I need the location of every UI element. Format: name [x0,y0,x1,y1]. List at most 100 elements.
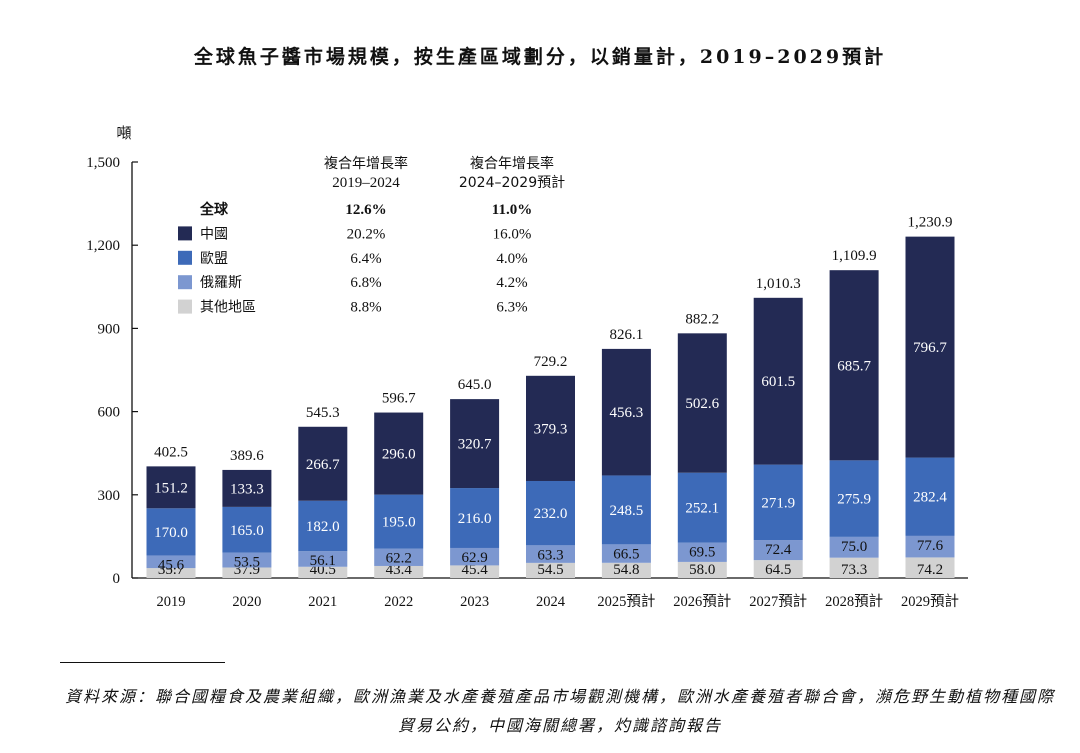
x-tick-label: 2020 [232,594,261,610]
data-label: 66.5 [613,546,639,562]
data-label: 62.2 [386,551,412,567]
bar-segment [298,426,348,501]
data-label: 75.0 [841,539,867,555]
bar-segment [374,565,424,578]
data-label: 54.5 [537,562,563,578]
data-label: 296.0 [382,447,416,463]
y-axis-unit: 噸 [116,125,131,142]
x-tick-label: 2021 [308,594,337,610]
data-label: 165.0 [230,523,264,539]
legend-swatch [178,299,192,314]
data-label: 63.3 [537,547,563,563]
total-label: 826.1 [610,327,644,343]
total-label: 402.5 [154,444,188,460]
bar-segment [374,412,424,495]
bar-segment [222,552,272,568]
source-divider [60,662,225,663]
bar-segment [222,469,272,507]
legend-rows: 全球 12.6% 11.0% 中國 20.2% 16.0% 歐盟 6.4% 4.0% 俄羅斯 6.8… [178,201,532,316]
legend-row: 全球 12.6% 11.0% [199,201,532,218]
bar-segment [450,547,500,566]
bar-segment [374,494,424,549]
legend-cagr-1: 8.8% [350,300,381,316]
x-tick-label: 2028預計 [825,593,883,610]
data-label: 266.7 [306,457,340,473]
bar-segment [905,535,955,558]
data-label: 58.0 [689,562,715,578]
bar-segment [829,270,879,461]
bar-segment [677,472,727,543]
bar-segment [601,348,651,476]
x-tick-label: 2023 [460,594,489,610]
y-tick-label: 1,500 [86,155,120,171]
data-label: 275.9 [837,492,871,508]
total-label: 645.0 [458,377,492,393]
legend-cagr-1: 20.2% [347,226,386,242]
data-label: 170.0 [154,525,188,541]
bar-segment [526,480,575,546]
bar-stack: 45.462.9 216.0 320.7 645.0 [450,377,500,578]
y-tick-label: 900 [98,321,121,337]
legend-row: 中國 20.2% 16.0% [178,226,531,242]
bar-segment [146,568,196,578]
bar-segment [298,500,348,552]
x-tick-label: 2027預計 [749,593,807,610]
data-label: 45.4 [461,562,488,578]
x-tick-label: 2026預計 [673,593,731,610]
bar-segment [222,506,272,553]
bar-stack: 54.563.3 232.0 379.3 729.2 [526,354,575,578]
data-label: 62.9 [461,550,487,566]
data-label: 195.0 [382,515,416,531]
total-label: 729.2 [534,354,568,370]
data-label: 77.6 [917,538,944,554]
data-label: 45.6 [158,557,185,573]
bar-segment [601,475,651,545]
data-label: 796.7 [913,340,947,356]
bar-segment [753,540,803,561]
bar-segment [450,488,500,548]
data-label: 685.7 [837,358,871,374]
data-label: 54.8 [613,562,639,578]
bar-segment [677,561,727,578]
bar-segment [829,536,879,558]
bar-segment [298,551,348,567]
total-label: 389.6 [230,448,264,464]
legend-row: 歐盟 6.4% 4.0% [178,251,528,267]
y-tick-label: 300 [98,488,121,504]
legend-label: 全球 [199,201,229,218]
legend-label: 其他地區 [200,300,256,316]
bar-segment [829,460,879,537]
y-tick-label: 1,200 [86,238,120,254]
bar-segment [146,466,196,509]
bar-stack: 64.5 72.4 271.9 601.5 1,010.3 [753,276,803,578]
data-label: 379.3 [534,421,568,437]
bar-segment [526,562,575,578]
cagr-header-1: 複合年增長率 [324,155,408,172]
legend-swatch [178,226,192,241]
data-label: 601.5 [761,374,795,390]
x-tick-label: 2025預計 [597,593,655,610]
bars: 35.745.6170.0151.2402.537.953.5165.0133.… [146,215,955,578]
bar-segment [753,464,803,541]
legend-cagr-1: 6.4% [350,251,381,267]
x-tick-label: 2022 [384,594,413,610]
data-label: 64.5 [765,562,791,578]
bar-segment [298,566,348,578]
bar-segment [450,399,500,489]
bar-segment [905,457,955,536]
bar-stack: 73.3 75.0 275.9 685.7 1,109.9 [829,248,879,578]
bar-segment [146,555,196,569]
data-label: 502.6 [685,396,719,412]
bar-segment [753,560,803,578]
bar-segment [146,508,196,556]
legend-swatch [178,250,192,265]
x-tick-label: 2029預計 [901,593,959,610]
cagr-period-1: 2019–2024 [332,175,400,191]
total-label: 1,010.3 [756,276,801,292]
data-label: 252.1 [685,501,719,517]
total-label: 596.7 [382,391,416,407]
